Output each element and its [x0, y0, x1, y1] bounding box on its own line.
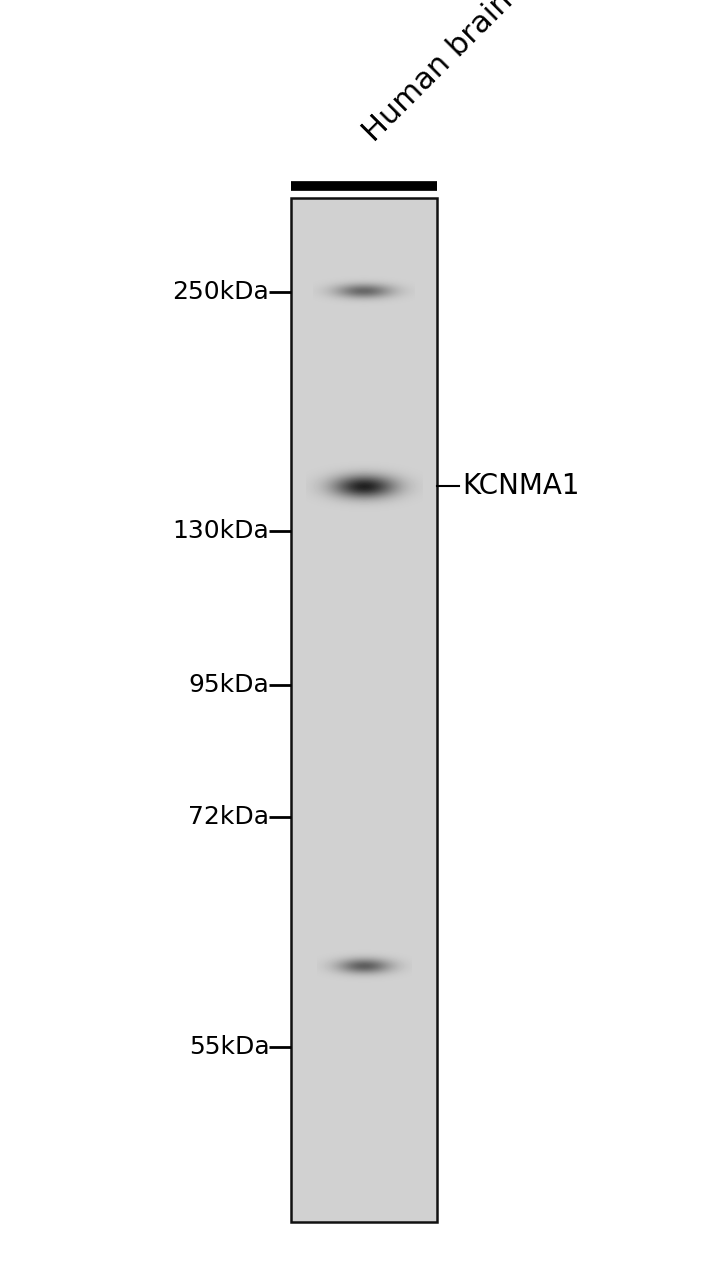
Bar	[291, 198, 437, 1222]
Text: 250kDa: 250kDa	[173, 280, 269, 303]
Text: Human brain: Human brain	[358, 0, 519, 147]
Text: 130kDa: 130kDa	[173, 520, 269, 543]
Text: KCNMA1: KCNMA1	[462, 472, 579, 500]
Text: 72kDa: 72kDa	[189, 805, 269, 828]
Text: 95kDa: 95kDa	[189, 673, 269, 696]
Text: 55kDa: 55kDa	[189, 1036, 269, 1059]
